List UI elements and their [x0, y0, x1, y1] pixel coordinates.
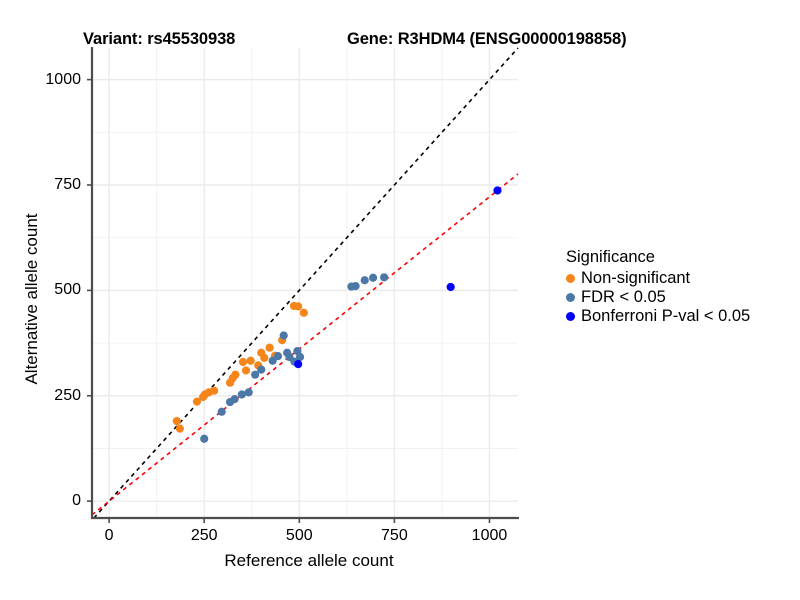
x-tick-label: 500 [285, 527, 313, 544]
data-point [217, 407, 226, 416]
legend-item-label: FDR < 0.05 [581, 288, 666, 306]
legend-item[interactable]: Bonferroni P-val < 0.05 [566, 307, 750, 326]
legend-swatch-icon [566, 293, 575, 302]
x-tick-label: 750 [381, 527, 408, 544]
x-tick-label: 250 [190, 527, 218, 544]
reference-line-fit [91, 173, 519, 516]
legend-title: Significance [566, 248, 655, 266]
data-point [231, 370, 240, 379]
data-point [268, 356, 277, 365]
variant-title: Variant: rs45530938 [83, 30, 236, 48]
x-tick-label: 1000 [471, 527, 508, 544]
data-point [368, 273, 378, 282]
y-tick-label: 500 [54, 281, 81, 299]
data-point [192, 397, 202, 406]
data-point [244, 388, 253, 397]
reference-line-identity [93, 47, 519, 519]
data-point [493, 186, 502, 195]
data-point [257, 365, 266, 374]
data-point [294, 360, 303, 369]
data-point [265, 343, 274, 352]
data-point [241, 366, 251, 375]
y-tick-label: 750 [54, 175, 81, 193]
data-point [446, 282, 455, 292]
legend-item-label: Non-significant [581, 269, 691, 287]
legend-item[interactable]: Non-significant [566, 269, 750, 288]
data-point [299, 308, 308, 317]
data-point [172, 416, 181, 426]
y-tick-label: 0 [72, 492, 81, 510]
data-point [294, 302, 303, 311]
legend-swatch-icon [566, 312, 575, 321]
data-point [246, 356, 255, 365]
data-point [360, 276, 369, 285]
data-point [251, 370, 260, 379]
data-point [209, 386, 219, 395]
data-point [295, 352, 305, 362]
x-tick-label: 0 [104, 527, 114, 544]
data-point [238, 357, 248, 367]
legend-items: Non-significant FDR < 0.05 Bonferroni P-va… [566, 269, 750, 326]
legend-item-label: Bonferroni P-val < 0.05 [581, 307, 751, 325]
series-fdr-0-05 [200, 273, 389, 443]
data-point [260, 353, 269, 362]
gene-title: Gene: R3HDM4 (ENSG00000198858) [347, 30, 627, 48]
y-tick-label: 250 [54, 386, 81, 404]
data-point [175, 424, 184, 433]
data-point [237, 390, 246, 399]
data-point [230, 395, 239, 404]
legend-item[interactable]: FDR < 0.05 [566, 288, 750, 307]
series-non-significant [172, 301, 308, 433]
y-tick-label: 1000 [45, 70, 81, 88]
x-axis-title: Reference allele count [224, 551, 394, 570]
data-point [351, 282, 360, 291]
data-point [380, 273, 389, 282]
legend-swatch-icon [566, 274, 575, 283]
data-point [273, 352, 283, 361]
series-bonferroni-p-val-0-05 [294, 186, 502, 369]
data-point [200, 434, 209, 443]
legend: Significance Non-significant FDR < 0.05 Bo… [566, 248, 750, 326]
data-point [279, 331, 288, 340]
